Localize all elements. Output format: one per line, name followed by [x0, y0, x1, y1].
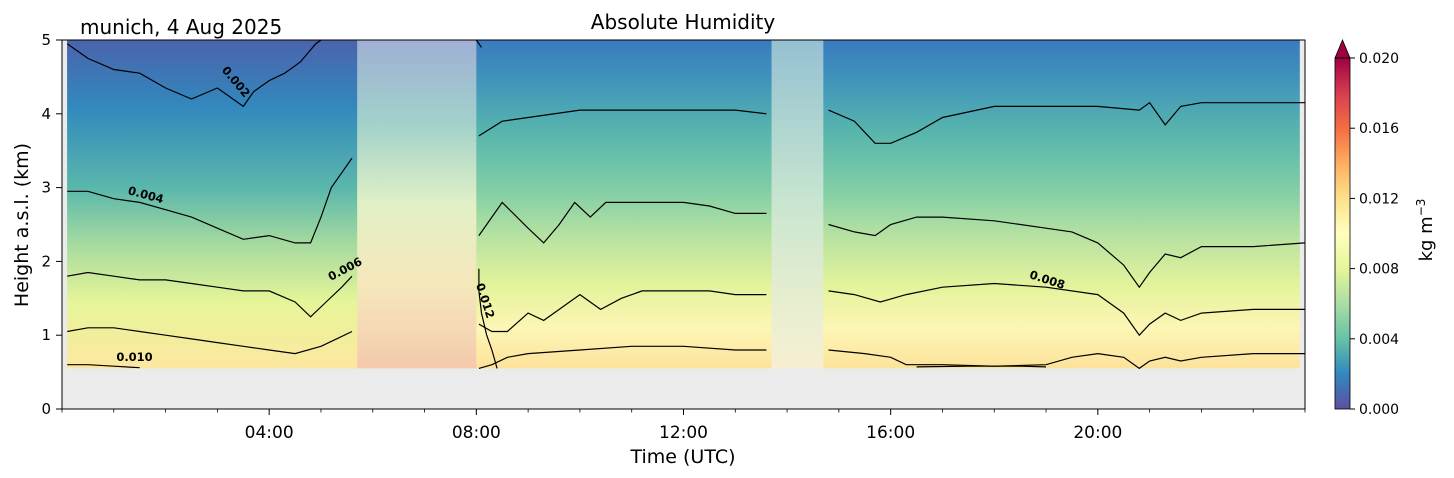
contour-line-0.006: [478, 201, 767, 244]
contour-line-0.008: [828, 282, 1305, 337]
y-tick-label: 4: [41, 105, 51, 123]
x-axis-label: Time (UTC): [629, 446, 735, 468]
x-tick-label: 16:00: [866, 423, 915, 443]
colorbar-extend-arrow: [1334, 38, 1351, 59]
colorbar-tick-label: 0.020: [1359, 51, 1399, 67]
colorbar-scale: [1335, 58, 1350, 409]
y-tick-label: 2: [41, 252, 51, 270]
colorbar-tick-label: 0.012: [1359, 191, 1399, 207]
masked-interval-afternoon: [771, 40, 824, 369]
contour-line-0.006: [828, 216, 1305, 289]
colorbar-frame: [1334, 57, 1351, 410]
contour-line-0.01: [67, 364, 140, 369]
humidity-field-early: [67, 40, 358, 369]
y-tick-label: 5: [41, 31, 51, 49]
contour-line-0.008: [478, 290, 767, 333]
colorbar-tick-label: 0.004: [1359, 332, 1399, 348]
contour-line-0.012: [475, 40, 482, 48]
colorbar-label: kg m−3: [1414, 199, 1437, 262]
below-data-band: [62, 368, 1305, 409]
contour-line-0.01: [828, 349, 1305, 370]
masked-interval-morning: [357, 40, 477, 369]
contour-line-0.012: [478, 268, 498, 369]
y-tick-label: 3: [41, 179, 51, 197]
colorbar-ticks: 0.000 0.004 0.008 0.012 0.016 0.020: [1350, 51, 1399, 418]
x-axis-ticks: 04:00 08:00 12:00 16:00 20:00: [61, 409, 1306, 443]
colorbar-tick-label: 0.000: [1359, 402, 1399, 418]
x-tick-label: 04:00: [245, 423, 294, 443]
contour-label: 0.010: [116, 350, 152, 364]
contour-line-0.004: [828, 101, 1305, 144]
chart-title: Absolute Humidity: [591, 10, 776, 34]
y-tick-label: 1: [41, 326, 51, 344]
contour-line-0.006: [67, 271, 353, 318]
chart-subtitle: munich, 4 Aug 2025: [80, 15, 282, 39]
colorbar: 0.000 0.004 0.008 0.012 0.016 0.020 kg m−3: [1334, 38, 1437, 418]
y-axis-ticks: 0 1 2 3 4 5: [41, 31, 62, 418]
contour-line-0.008: [67, 327, 353, 355]
colorbar-tick-label: 0.016: [1359, 121, 1399, 137]
contour-line-0.01: [478, 345, 767, 369]
x-tick-label: 20:00: [1073, 423, 1122, 443]
contour-line-0.004: [478, 109, 767, 137]
contour-line-0.01: [916, 365, 1047, 368]
x-tick-label: 12:00: [659, 423, 708, 443]
contour-lines: [66, 40, 1305, 370]
contour-line-0.004: [67, 157, 353, 244]
contour-line-0.002: [66, 40, 322, 108]
colorbar-tick-label: 0.008: [1359, 262, 1399, 278]
y-axis-label: Height a.s.l. (km): [11, 143, 33, 307]
x-tick-label: 08:00: [452, 423, 501, 443]
y-tick-label: 0: [41, 400, 51, 418]
